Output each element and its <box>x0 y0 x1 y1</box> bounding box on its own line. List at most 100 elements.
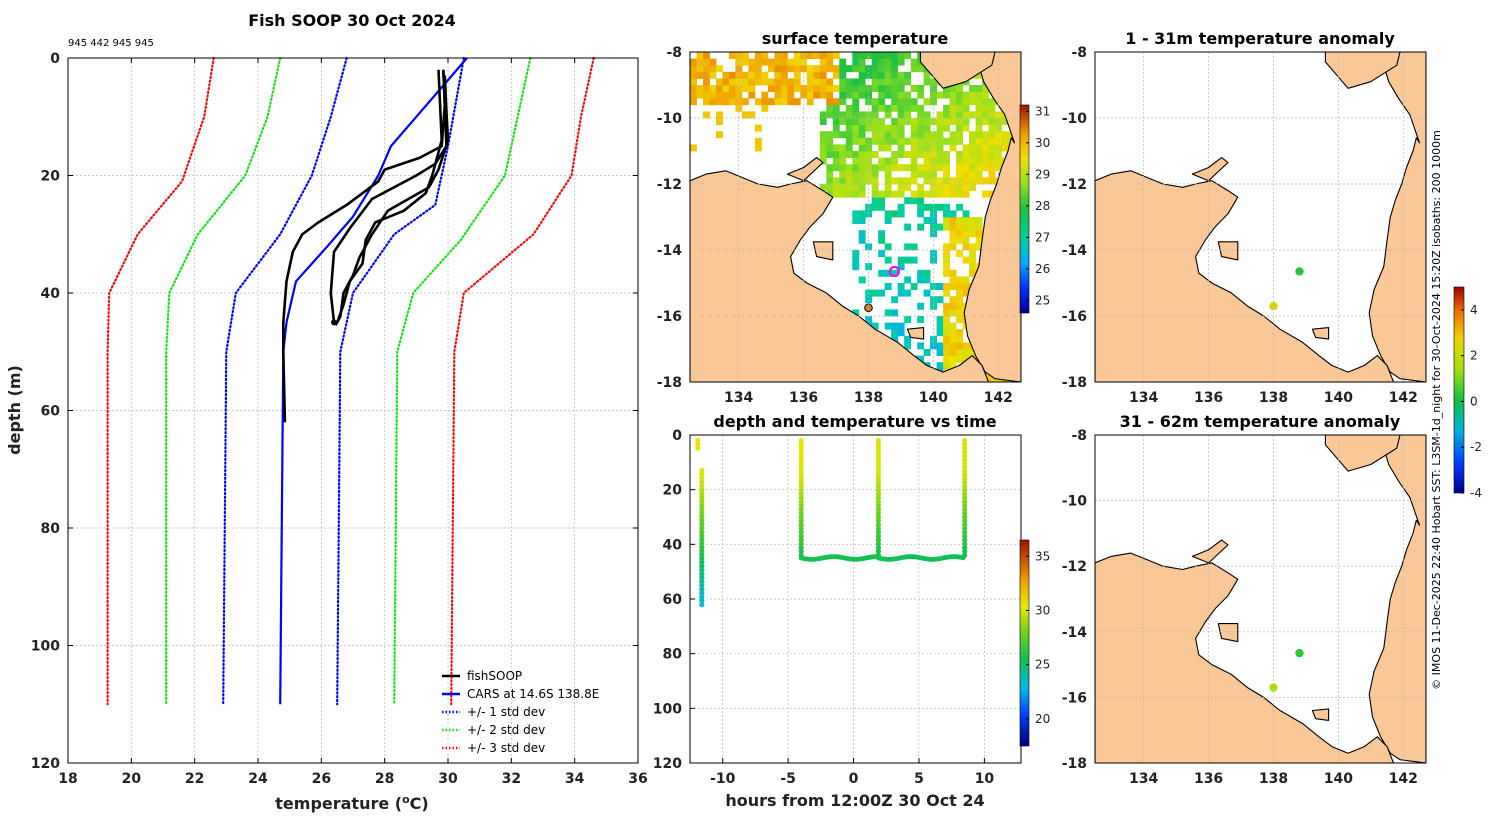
sst-pixel <box>813 52 821 59</box>
time-point <box>875 537 882 543</box>
sst-pixel <box>904 289 912 297</box>
profile-series-+3sd <box>450 56 595 706</box>
sst-pixel <box>917 144 925 152</box>
sst-pixel <box>956 203 963 211</box>
sst-pixel <box>956 131 963 139</box>
time-point <box>962 483 968 489</box>
sst-pixel <box>1001 144 1009 152</box>
sst-pixel <box>962 157 970 165</box>
time-point <box>875 533 882 539</box>
sst-colorbar-label: 30 <box>1035 136 1050 150</box>
sst-pixel <box>969 151 976 158</box>
sst-pixel <box>917 85 925 92</box>
sst-pixel <box>774 65 782 73</box>
sst-pixel <box>936 184 944 191</box>
sst-pixel <box>943 104 950 112</box>
sst-pixel <box>806 78 814 86</box>
sst-pixel <box>897 98 905 106</box>
anomaly-1-landmass <box>1368 52 1426 382</box>
profile-chart: Fish SOOP 30 Oct 2024 945 442 945 945 18… <box>5 11 648 813</box>
sst-pixel <box>936 118 944 125</box>
sst-pixel <box>891 322 899 330</box>
sst-pixel <box>722 52 730 53</box>
sst-pixel <box>975 157 983 165</box>
time-grid <box>690 435 1021 763</box>
sst-pixel <box>897 58 905 66</box>
sst-pixel <box>1001 131 1009 139</box>
sst-pixel <box>891 65 899 73</box>
sst-lon-label: 140 <box>919 390 948 406</box>
time-point <box>699 571 705 577</box>
anomaly-2-landmass <box>1095 552 1395 763</box>
sst-pixel <box>910 164 918 172</box>
sst-pixel <box>936 124 944 132</box>
sst-pixel <box>690 78 697 86</box>
time-point <box>798 476 804 482</box>
sst-pixel <box>910 170 918 178</box>
sst-pixel <box>949 177 957 185</box>
sst-pixel <box>780 65 788 73</box>
sst-pixel <box>748 65 756 73</box>
sst-pixel <box>826 151 834 158</box>
sst-lat-label: -8 <box>666 45 682 61</box>
sst-pixel <box>988 144 996 152</box>
profile-xtick-label: 36 <box>628 771 647 787</box>
time-point <box>962 476 968 482</box>
sst-pixel <box>761 52 769 59</box>
sst-pixel <box>878 52 886 59</box>
sst-pixel <box>956 309 963 317</box>
sst-pixel <box>774 91 782 99</box>
anomaly-colorbar-label: -4 <box>1470 486 1482 500</box>
sst-pixel <box>936 316 944 323</box>
sst-pixel <box>813 78 821 86</box>
sst-pixel <box>858 217 866 224</box>
time-point <box>695 441 701 447</box>
sst-pixel <box>728 52 736 59</box>
sst-pixel <box>917 302 925 310</box>
sst-pixel <box>858 230 866 238</box>
anomaly-2-lon-label: 142 <box>1389 771 1418 787</box>
sst-pixel <box>943 170 950 178</box>
sst-pixel <box>852 85 860 92</box>
sst-ticks: 134 136 138 140 142 -8 -10 -12 -14 -16 -18 <box>657 45 1013 406</box>
sst-pixel <box>943 223 950 231</box>
time-point <box>962 541 968 547</box>
sst-marker-dot <box>864 303 873 313</box>
sst-pixel <box>690 85 697 92</box>
anomaly-2-point <box>1295 648 1304 658</box>
sst-pixel <box>904 342 912 350</box>
sst-pixel <box>897 104 905 112</box>
sst-pixel <box>832 104 840 112</box>
sst-pixel <box>871 184 879 191</box>
sst-pixel <box>988 190 996 198</box>
sst-pixel <box>722 71 730 79</box>
sst-pixel <box>839 58 847 66</box>
sst-pixel <box>709 91 717 99</box>
sst-pixel <box>690 65 697 73</box>
sst-pixel <box>910 85 918 92</box>
sst-pixel <box>832 184 840 191</box>
sst-pixel <box>819 137 827 145</box>
sst-pixel <box>728 78 736 86</box>
sst-pixel <box>767 58 775 66</box>
sst-pixel <box>826 111 834 119</box>
sst-pixel <box>923 151 931 158</box>
sst-pixel <box>774 58 782 66</box>
sst-pixel <box>956 157 963 165</box>
sst-pixel <box>839 184 847 191</box>
sst-pixel <box>969 85 976 92</box>
sst-pixel <box>839 190 847 198</box>
sst-pixel <box>936 164 944 172</box>
sst-pixel <box>982 177 989 185</box>
sst-pixel <box>956 184 963 191</box>
sst-pixel <box>871 190 879 198</box>
sst-pixel <box>709 71 717 79</box>
time-point <box>798 529 804 535</box>
sst-pixel <box>728 91 736 99</box>
sst-pixel <box>858 190 866 198</box>
sst-pixel <box>904 177 912 185</box>
sst-pixel <box>917 316 925 323</box>
anomaly-2-landmass <box>1311 708 1330 721</box>
sst-pixel <box>858 157 866 165</box>
time-point <box>798 541 804 547</box>
